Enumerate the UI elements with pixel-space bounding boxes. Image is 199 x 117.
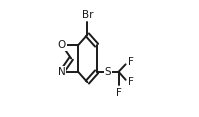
Text: N: N: [58, 67, 66, 77]
Text: F: F: [128, 77, 134, 87]
Text: Br: Br: [82, 10, 93, 20]
Text: F: F: [128, 57, 134, 67]
Text: O: O: [58, 40, 66, 50]
Text: S: S: [105, 67, 111, 77]
Text: F: F: [116, 88, 122, 98]
